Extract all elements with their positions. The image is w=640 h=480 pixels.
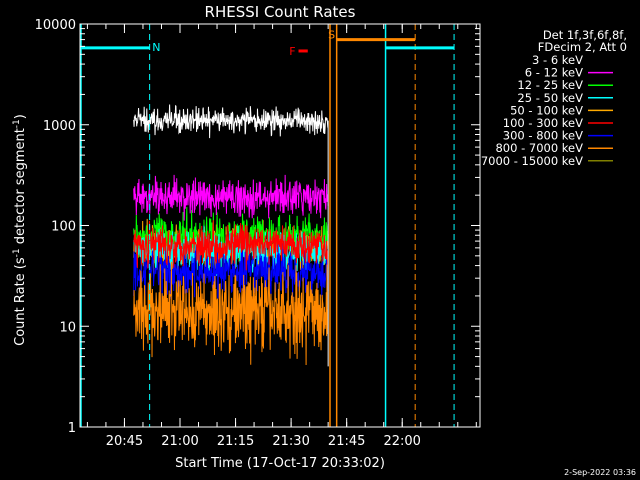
y-axis-label-part-2: detector segment — [13, 128, 28, 248]
legend-entry-7: 800 - 7000 keV — [495, 141, 583, 155]
y-tick-label-4: 10000 — [35, 18, 76, 33]
legend-header-line-2: FDecim 2, Att 0 — [538, 40, 627, 54]
x-tick-label-0: 20:45 — [106, 434, 143, 449]
y-tick-label-3: 1000 — [43, 119, 76, 134]
y-tick-label-2: 100 — [51, 220, 76, 235]
legend-entry-1: 6 - 12 keV — [525, 66, 583, 80]
legend-entry-2: 12 - 25 keV — [517, 78, 583, 92]
y-axis-label: Count Rate (s-1 detector segment-1) — [12, 114, 28, 346]
y-axis-label-part-1: Count Rate (s — [13, 257, 28, 346]
series-line-7 — [133, 261, 329, 366]
y-axis-label-sup-1: -1 — [12, 248, 22, 257]
x-tick-label-2: 21:15 — [217, 434, 254, 449]
night-label: N — [152, 41, 160, 54]
legend-entry-0: 3 - 6 keV — [532, 53, 583, 67]
legend-entry-3: 25 - 50 keV — [517, 91, 583, 105]
legend: Det 1f,3f,6f,8f, FDecim 2, Att 0 3 - 6 k… — [481, 28, 627, 168]
chart-title: RHESSI Count Rates — [205, 3, 356, 21]
axes-layer: 1 10 100 1000 10000 20:45 21:00 21:15 21:30 21:45… — [35, 18, 480, 449]
x-tick-label-1: 21:00 — [161, 434, 198, 449]
x-tick-label-3: 21:30 — [272, 434, 309, 449]
footer-timestamp: 2-Sep-2022 03:36 — [564, 468, 636, 477]
x-tick-label-4: 21:45 — [328, 434, 365, 449]
y-tick-label-1: 10 — [59, 320, 76, 335]
x-tick-label-5: 22:00 — [383, 434, 420, 449]
legend-entry-6: 300 - 800 keV — [503, 129, 583, 143]
legend-header-line-1: Det 1f,3f,6f,8f, — [543, 28, 627, 42]
series-line-0 — [133, 104, 329, 139]
data-layer — [133, 104, 329, 367]
x-axis-label: Start Time (17-Oct-17 20:33:02) — [175, 456, 385, 471]
legend-entry-5: 100 - 300 keV — [503, 116, 583, 130]
legend-entry-4: 50 - 100 keV — [510, 103, 583, 117]
y-axis-label-part-3: ) — [13, 114, 28, 119]
y-tick-label-0: 1 — [68, 421, 76, 436]
series-line-5 — [133, 220, 329, 271]
y-axis-label-sup-2: -1 — [12, 119, 22, 128]
series-line-1 — [133, 174, 329, 221]
flare-label: F — [289, 45, 295, 58]
legend-entry-8: 7000 - 15000 keV — [481, 154, 583, 168]
saa-label: S — [328, 29, 335, 42]
